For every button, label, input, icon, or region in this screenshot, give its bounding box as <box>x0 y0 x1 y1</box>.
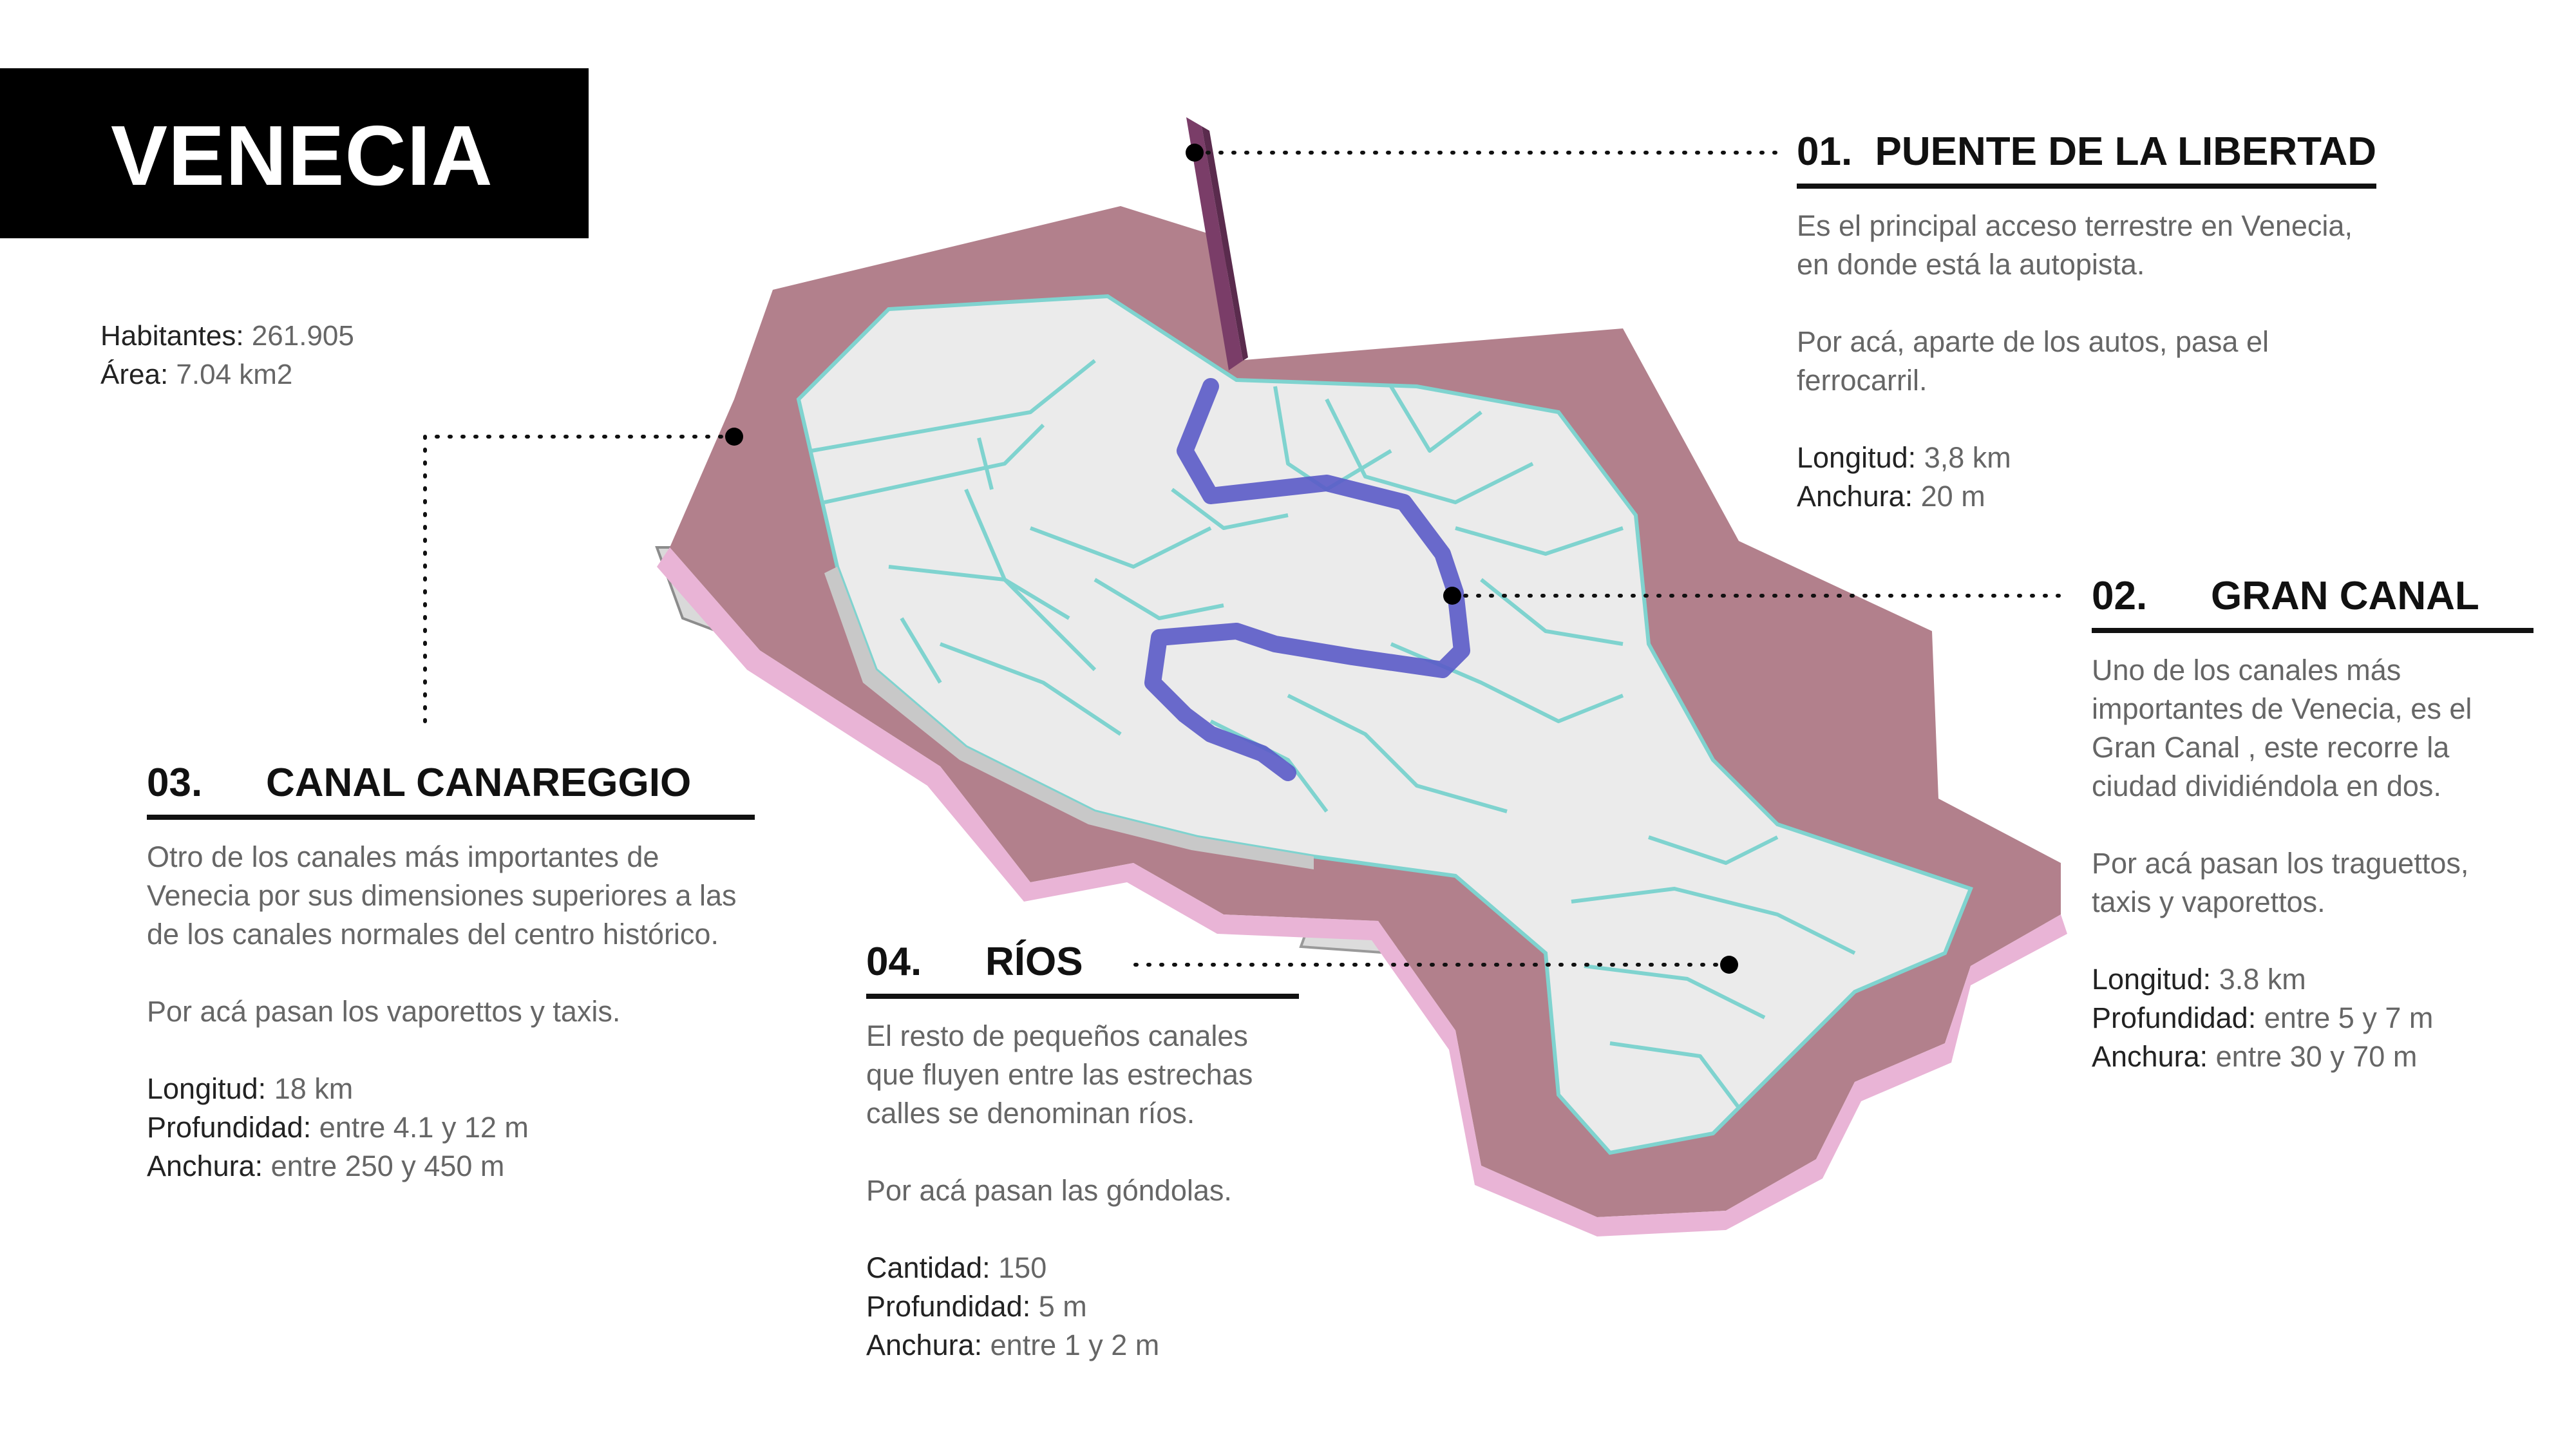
desc-puente-p2: Por acá, aparte de los autos, pasa el fe… <box>1797 325 2269 397</box>
desc-gran-canal-p2: Por acá pasan los traguettos, taxis y va… <box>2092 847 2469 918</box>
stat-area: Área: 7.04 km2 <box>100 355 354 394</box>
stat-habitantes: Habitantes: 261.905 <box>100 317 354 355</box>
page-title: VENECIA <box>111 108 493 203</box>
fact-label: Longitud: <box>2092 963 2211 996</box>
fact-value: 150 <box>998 1251 1047 1284</box>
heading-gran-canal-number: 02. <box>2092 574 2148 618</box>
dot-rios <box>1720 956 1738 974</box>
heading-canareggio-number: 03. <box>147 761 203 805</box>
dot-gran-canal <box>1443 587 1461 605</box>
main-island <box>796 294 1973 1155</box>
fact-value: entre 1 y 2 m <box>990 1329 1160 1361</box>
fact-label: Cantidad: <box>866 1251 990 1284</box>
facts-canareggio: Longitud: 18 km Profundidad: entre 4.1 y… <box>147 1070 755 1186</box>
fact-label: Profundidad: <box>147 1111 312 1144</box>
label-gran-canal: 02. GRAN CANAL Uno de los canales más im… <box>2092 573 2533 1076</box>
fact-label: Profundidad: <box>866 1290 1031 1323</box>
fact-label: Longitud: <box>1797 441 1917 474</box>
fact-label: Anchura: <box>2092 1040 2208 1073</box>
stat-habitantes-value: 261.905 <box>251 320 354 352</box>
fact-value: entre 4.1 y 12 m <box>319 1111 529 1144</box>
heading-puente-title: PUENTE DE LA LIBERTAD <box>1875 129 2376 174</box>
gran-canal <box>1144 378 1470 781</box>
facts-gran-canal: Longitud: 3.8 km Profundidad: entre 5 y … <box>2092 960 2533 1076</box>
city-stats: Habitantes: 261.905 Área: 7.04 km2 <box>100 317 354 394</box>
label-rios: 04. RÍOS El resto de pequeños canales qu… <box>866 939 1299 1365</box>
puente-de-la-libertad <box>1186 117 1248 370</box>
fact-value: 18 km <box>274 1072 354 1105</box>
label-canareggio: 03. CANAL CANAREGGIO Otro de los canales… <box>147 760 755 1186</box>
desc-canareggio-p2: Por acá pasan los vaporettos y taxis. <box>147 995 621 1028</box>
heading-gran-canal-title: GRAN CANAL <box>2211 574 2479 618</box>
facts-puente: Longitud: 3,8 km Anchura: 20 m <box>1797 439 2376 516</box>
desc-gran-canal-p1: Uno de los canales más importantes de Ve… <box>2092 654 2472 802</box>
heading-canareggio: 03. CANAL CANAREGGIO <box>147 760 755 820</box>
fact-value: 20 m <box>1920 480 1985 513</box>
fact-label: Profundidad: <box>2092 1001 2257 1034</box>
fact-value: 3.8 km <box>2219 963 2306 996</box>
heading-rios: 04. RÍOS <box>866 939 1299 999</box>
desc-canareggio-p1: Otro de los canales más importantes de V… <box>147 840 737 951</box>
stat-habitantes-label: Habitantes: <box>100 320 244 352</box>
dot-puente <box>1186 144 1204 162</box>
desc-canareggio: Otro de los canales más importantes de V… <box>147 838 755 1186</box>
leader-canareggio <box>423 435 736 728</box>
desc-rios: El resto de pequeños canales que fluyen … <box>866 1017 1299 1365</box>
stat-area-label: Área: <box>100 359 169 390</box>
desc-puente-p1: Es el principal acceso terrestre en Vene… <box>1797 209 2353 281</box>
desc-gran-canal: Uno de los canales más importantes de Ve… <box>2092 651 2533 1076</box>
dot-canareggio <box>725 428 743 446</box>
heading-rios-number: 04. <box>866 940 922 984</box>
label-puente: 01. PUENTE DE LA LIBERTAD Es el principa… <box>1797 129 2376 516</box>
leader-lines <box>423 151 2063 967</box>
desc-puente: Es el principal acceso terrestre en Vene… <box>1797 207 2376 516</box>
fact-value: entre 5 y 7 m <box>2264 1001 2434 1034</box>
heading-rios-title: RÍOS <box>985 940 1083 984</box>
heading-canareggio-title: CANAL CANAREGGIO <box>266 761 692 805</box>
heading-gran-canal: 02. GRAN CANAL <box>2092 573 2533 633</box>
fact-label: Anchura: <box>866 1329 983 1361</box>
heading-puente: 01. PUENTE DE LA LIBERTAD <box>1797 129 2376 189</box>
facts-rios: Cantidad: 150 Profundidad: 5 m Anchura: … <box>866 1249 1299 1365</box>
desc-rios-p2: Por acá pasan las góndolas. <box>866 1174 1232 1207</box>
fact-value: entre 250 y 450 m <box>270 1150 505 1182</box>
fact-label: Anchura: <box>147 1150 263 1182</box>
stat-area-value: 7.04 km2 <box>176 359 293 390</box>
desc-rios-p1: El resto de pequeños canales que fluyen … <box>866 1019 1253 1130</box>
heading-puente-number: 01. <box>1797 129 1853 174</box>
title-box: VENECIA <box>0 68 589 238</box>
fact-value: 5 m <box>1038 1290 1087 1323</box>
fact-label: Longitud: <box>147 1072 267 1105</box>
fact-value: entre 30 y 70 m <box>2215 1040 2418 1073</box>
fact-label: Anchura: <box>1797 480 1913 513</box>
leader-endpoints <box>725 144 1738 974</box>
fact-value: 3,8 km <box>1924 441 2011 474</box>
